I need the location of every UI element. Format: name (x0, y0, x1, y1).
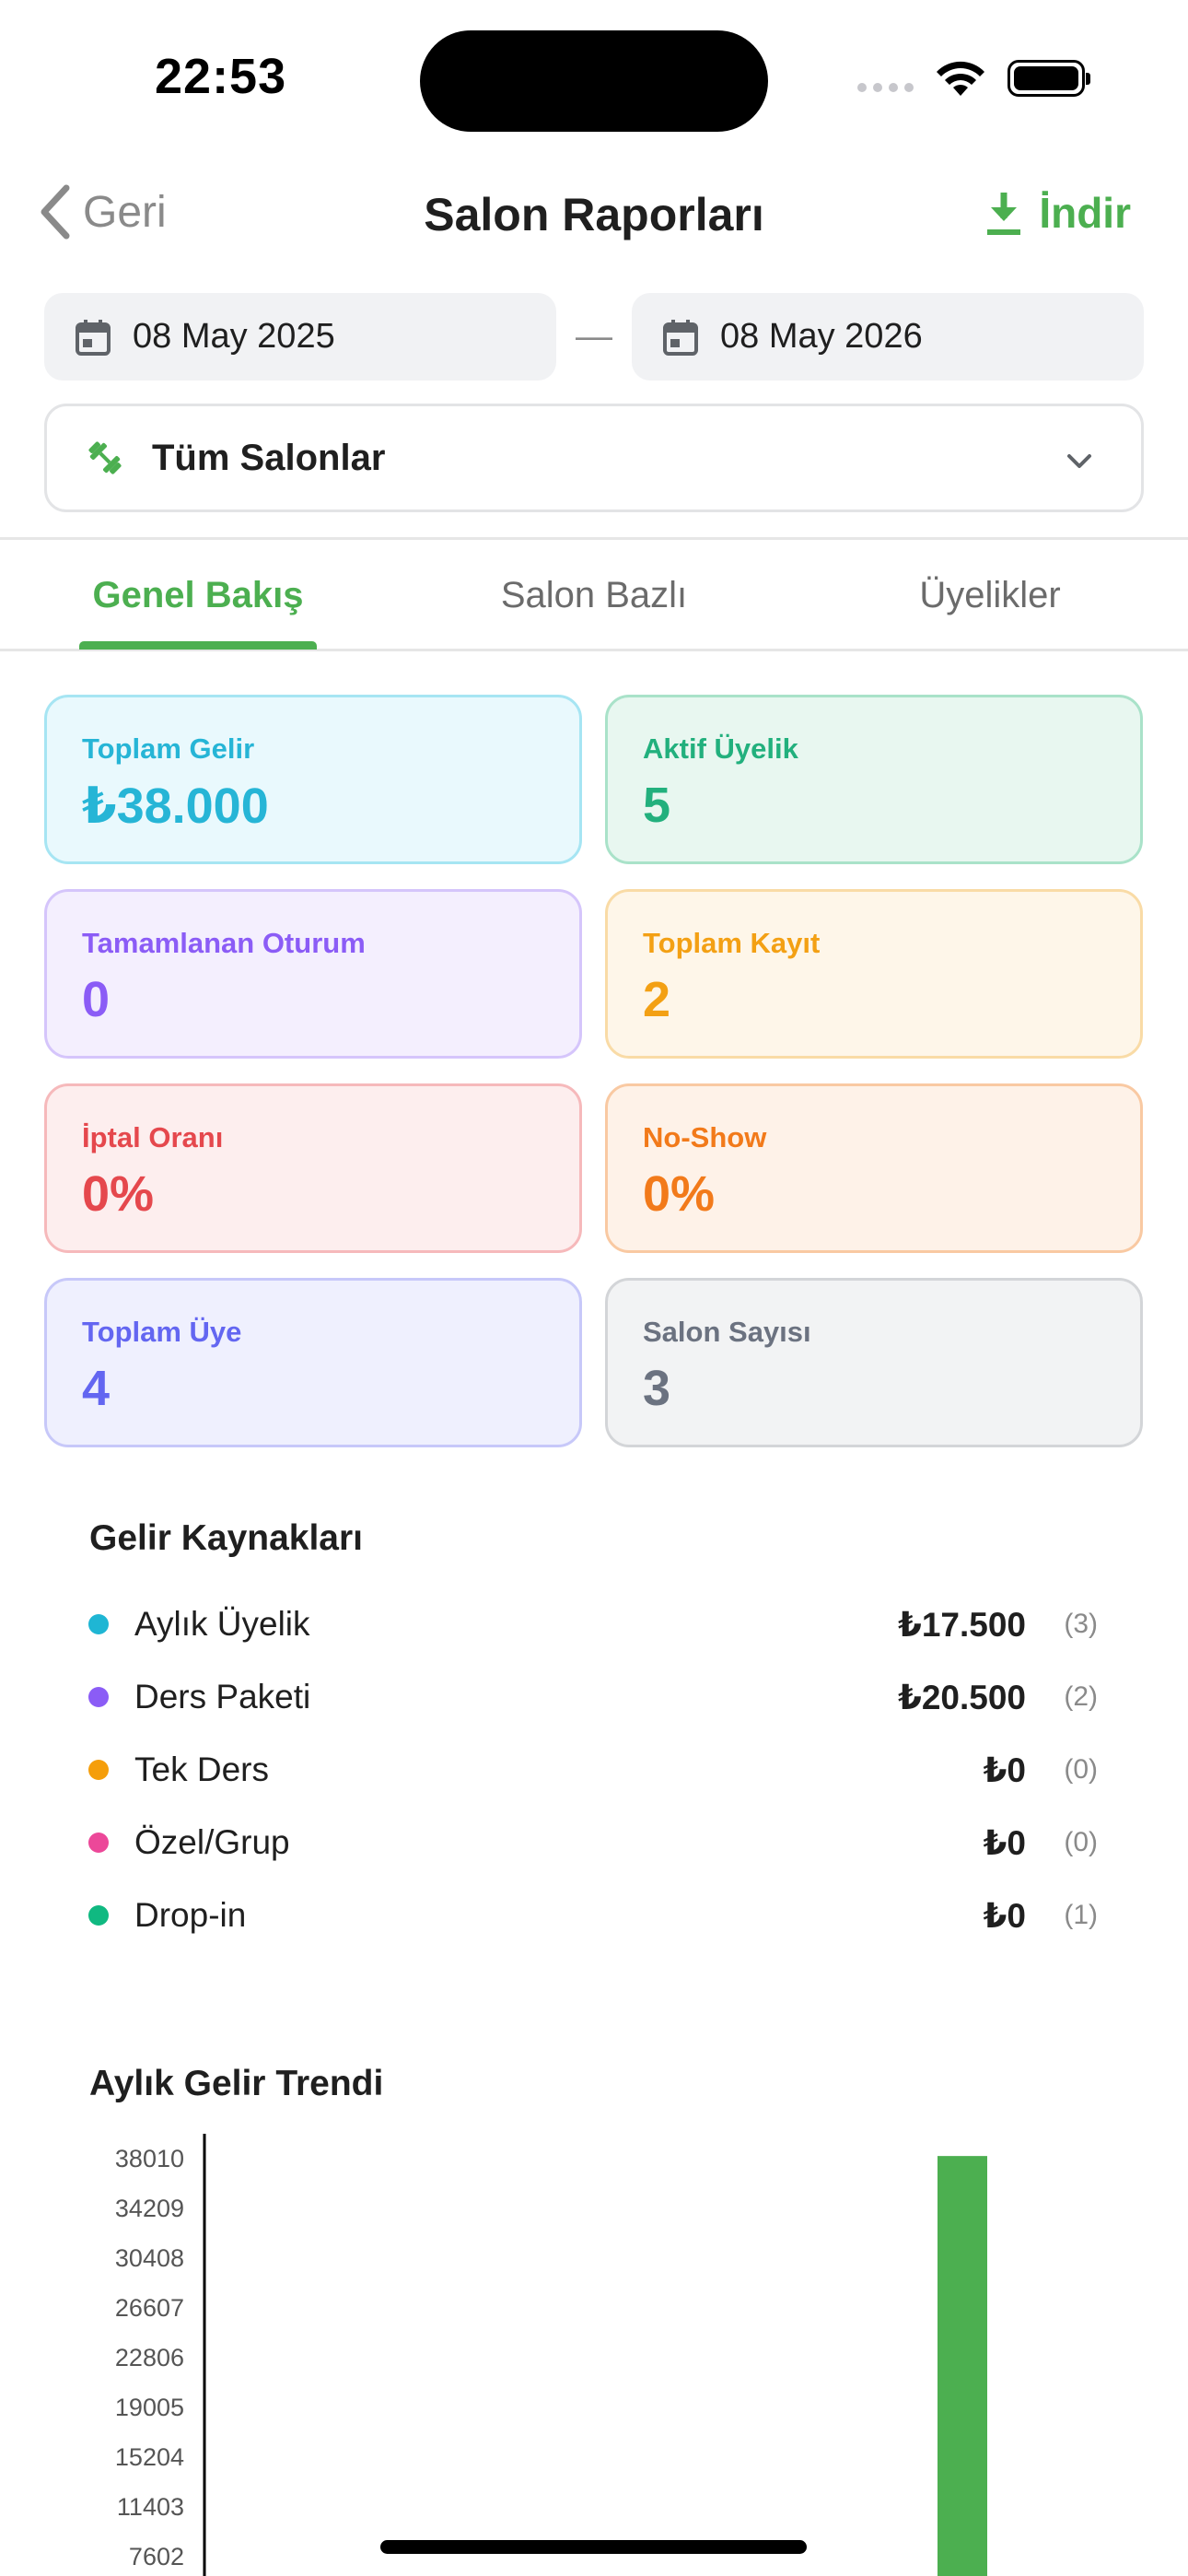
trend-bar (938, 2156, 987, 2576)
page-title: Salon Raporları (424, 189, 764, 240)
date-separator: — (576, 316, 612, 357)
tab-by-gym[interactable]: Salon Bazlı (500, 575, 688, 615)
stat-label: İptal Oranı (82, 1121, 224, 1153)
date-range: 08 May 2025 — 08 May 2026 (44, 293, 1144, 381)
stat-card-cancel-rate: İptal Oranı 0% (44, 1083, 582, 1253)
source-amount: ₺20.500 (898, 1678, 1026, 1716)
stat-card-no-show: No-Show 0% (605, 1083, 1143, 1253)
color-dot (88, 1832, 109, 1853)
stat-label: Toplam Üye (82, 1316, 242, 1348)
download-label: İndir (1039, 189, 1131, 237)
stat-card-total-registrations: Toplam Kayıt 2 (605, 889, 1143, 1059)
home-indicator (380, 2540, 807, 2554)
chevron-left-icon (41, 184, 70, 240)
stat-value: 0% (643, 1166, 716, 1222)
back-button[interactable]: Geri (37, 182, 167, 241)
source-count: (0) (1064, 1827, 1098, 1857)
list-item: Drop-in ₺0 (1) (88, 1890, 1098, 1941)
color-dot (88, 1614, 109, 1634)
y-tick-label: 26607 (115, 2294, 184, 2322)
source-amount: ₺0 (983, 1896, 1026, 1935)
revenue-sources-title: Gelir Kaynakları (89, 1518, 363, 1558)
stat-label: Toplam Gelir (82, 732, 255, 765)
stat-label: No-Show (643, 1121, 767, 1153)
source-name: Tek Ders (134, 1751, 269, 1788)
calendar-icon (76, 319, 111, 356)
download-icon (987, 193, 1021, 235)
stat-label: Salon Sayısı (643, 1316, 811, 1348)
list-item: Tek Ders ₺0 (0) (88, 1744, 1098, 1796)
y-tick-label: 30408 (115, 2244, 184, 2272)
source-count: (3) (1064, 1609, 1098, 1639)
end-date-value: 08 May 2026 (720, 317, 923, 356)
stat-value: 2 (643, 972, 671, 1027)
stat-value: 5 (643, 778, 671, 833)
list-item: Ders Paketi ₺20.500 (2) (88, 1671, 1098, 1723)
wifi-icon (937, 61, 984, 96)
stat-value: ₺38.000 (82, 779, 269, 834)
end-date-picker[interactable]: 08 May 2026 (632, 293, 1144, 381)
dynamic-island (420, 30, 768, 132)
status-bar: 22:53 (0, 0, 1188, 157)
calendar-icon (663, 319, 698, 356)
status-time: 22:53 (155, 49, 287, 104)
stat-value: 0 (82, 972, 111, 1027)
list-item: Aylık Üyelik ₺17.500 (3) (88, 1598, 1098, 1650)
source-name: Ders Paketi (134, 1678, 311, 1715)
source-count: (1) (1064, 1900, 1098, 1930)
dumbbell-icon (88, 441, 122, 474)
navigation-bar: Geri Salon Raporları İndir (0, 175, 1188, 258)
source-amount: ₺0 (983, 1823, 1026, 1862)
status-icons (857, 59, 1090, 98)
start-date-value: 08 May 2025 (133, 317, 335, 356)
stat-value: 4 (82, 1361, 111, 1416)
tab-overview[interactable]: Genel Bakış (92, 575, 304, 615)
color-dot (88, 1760, 109, 1780)
stat-label: Toplam Kayıt (643, 927, 821, 959)
chevron-down-icon (1067, 454, 1091, 468)
revenue-trend-title: Aylık Gelir Trendi (89, 2064, 384, 2103)
gym-select-value: Tüm Salonlar (152, 437, 386, 478)
y-tick-label: 15204 (115, 2443, 184, 2471)
stat-label: Tamamlanan Oturum (82, 927, 366, 959)
source-name: Özel/Grup (134, 1823, 290, 1861)
y-tick-label: 22806 (115, 2344, 184, 2371)
source-count: (2) (1064, 1681, 1098, 1712)
source-amount: ₺0 (983, 1751, 1026, 1789)
battery-icon (1007, 60, 1090, 97)
list-item: Özel/Grup ₺0 (0) (88, 1817, 1098, 1868)
y-tick-label: 19005 (115, 2394, 184, 2421)
active-tab-indicator (79, 641, 317, 650)
source-name: Aylık Üyelik (134, 1605, 310, 1643)
stat-value: 0% (82, 1166, 155, 1222)
stat-card-total-members: Toplam Üye 4 (44, 1278, 582, 1447)
color-dot (88, 1905, 109, 1926)
y-tick-label: 38010 (115, 2145, 184, 2172)
start-date-picker[interactable]: 08 May 2025 (44, 293, 556, 381)
source-amount: ₺17.500 (898, 1605, 1026, 1644)
y-tick-label: 7602 (129, 2543, 184, 2570)
stat-value: 3 (643, 1361, 671, 1416)
download-button[interactable]: İndir (984, 188, 1131, 238)
revenue-trend-chart: 38010 34209 30408 26607 22806 19005 15204 11403… (115, 2134, 987, 2576)
stat-label: Aktif Üyelik (643, 732, 798, 765)
cellular-signal-icon (857, 64, 914, 92)
stat-card-completed-sessions: Tamamlanan Oturum 0 (44, 889, 582, 1059)
stat-card-active-memberships: Aktif Üyelik 5 (605, 695, 1143, 864)
gym-select-dropdown[interactable]: Tüm Salonlar (44, 404, 1144, 512)
back-label: Geri (83, 187, 167, 237)
y-tick-label: 34209 (115, 2195, 184, 2222)
tab-memberships[interactable]: Üyelikler (919, 575, 1061, 615)
stat-card-gym-count: Salon Sayısı 3 (605, 1278, 1143, 1447)
color-dot (88, 1687, 109, 1707)
source-count: (0) (1064, 1754, 1098, 1785)
y-tick-label: 11403 (117, 2493, 184, 2521)
report-tabs: Genel Bakış Salon Bazlı Üyelikler (0, 537, 1188, 651)
source-name: Drop-in (134, 1896, 247, 1934)
stat-card-total-revenue: Toplam Gelir ₺38.000 (44, 695, 582, 864)
